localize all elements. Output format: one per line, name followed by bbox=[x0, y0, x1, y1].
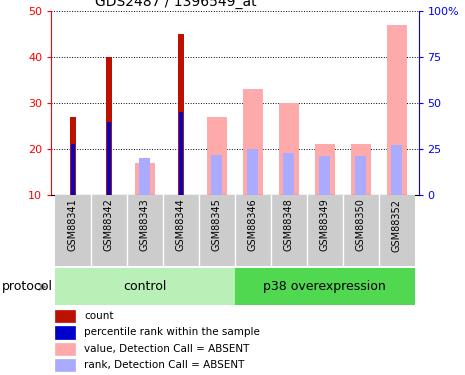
Text: GSM88352: GSM88352 bbox=[392, 199, 402, 252]
Bar bbox=[207, 117, 227, 195]
Bar bbox=[135, 163, 155, 195]
Text: count: count bbox=[84, 311, 114, 321]
Bar bbox=[55, 343, 75, 355]
Bar bbox=[71, 144, 74, 195]
Bar bbox=[199, 195, 235, 266]
Text: GSM88345: GSM88345 bbox=[212, 199, 222, 251]
Text: protocol: protocol bbox=[2, 280, 53, 293]
Bar bbox=[55, 195, 91, 266]
Text: GDS2487 / 1396549_at: GDS2487 / 1396549_at bbox=[95, 0, 257, 9]
Text: GSM88343: GSM88343 bbox=[140, 199, 150, 251]
Text: GSM88344: GSM88344 bbox=[176, 199, 186, 251]
Bar bbox=[319, 156, 330, 195]
Bar bbox=[91, 195, 127, 266]
Text: GSM88346: GSM88346 bbox=[248, 199, 258, 251]
Bar bbox=[178, 34, 184, 195]
Bar bbox=[343, 195, 379, 266]
Text: GSM88349: GSM88349 bbox=[320, 199, 330, 251]
Bar bbox=[55, 268, 235, 305]
Bar bbox=[243, 89, 263, 195]
Text: p38 overexpression: p38 overexpression bbox=[264, 280, 386, 293]
Bar bbox=[212, 154, 222, 195]
Bar bbox=[247, 149, 258, 195]
Text: rank, Detection Call = ABSENT: rank, Detection Call = ABSENT bbox=[84, 360, 245, 370]
Bar bbox=[235, 268, 415, 305]
Bar bbox=[279, 103, 299, 195]
Bar bbox=[392, 146, 402, 195]
Bar bbox=[379, 195, 415, 266]
Text: percentile rank within the sample: percentile rank within the sample bbox=[84, 327, 260, 338]
Bar bbox=[307, 195, 343, 266]
Text: control: control bbox=[123, 280, 166, 293]
Text: GSM88341: GSM88341 bbox=[68, 199, 78, 251]
Bar bbox=[351, 144, 371, 195]
Bar bbox=[284, 153, 294, 195]
Bar bbox=[127, 195, 163, 266]
Bar bbox=[179, 112, 183, 195]
Text: GSM88348: GSM88348 bbox=[284, 199, 294, 251]
Text: GSM88350: GSM88350 bbox=[356, 199, 366, 251]
Text: GSM88342: GSM88342 bbox=[104, 199, 114, 251]
Bar bbox=[271, 195, 307, 266]
Bar bbox=[355, 156, 366, 195]
Text: value, Detection Call = ABSENT: value, Detection Call = ABSENT bbox=[84, 344, 250, 354]
Bar bbox=[107, 122, 111, 195]
Bar bbox=[315, 144, 335, 195]
Bar bbox=[55, 310, 75, 322]
Bar bbox=[140, 158, 150, 195]
Bar bbox=[106, 57, 112, 195]
Bar bbox=[55, 326, 75, 339]
Bar bbox=[70, 117, 76, 195]
Bar bbox=[55, 359, 75, 371]
Bar bbox=[235, 195, 271, 266]
Bar bbox=[163, 195, 199, 266]
Bar bbox=[387, 25, 407, 195]
